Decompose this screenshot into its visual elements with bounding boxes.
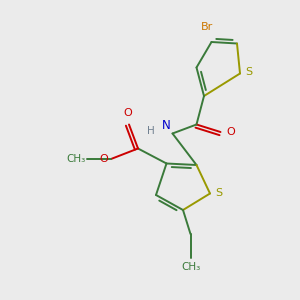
Text: N: N xyxy=(162,119,171,132)
Text: O: O xyxy=(99,154,108,164)
Text: Br: Br xyxy=(201,22,213,32)
Text: CH₃: CH₃ xyxy=(181,262,200,272)
Text: S: S xyxy=(245,67,253,77)
Text: CH₃: CH₃ xyxy=(66,154,85,164)
Text: O: O xyxy=(226,127,235,137)
Text: H: H xyxy=(147,125,154,136)
Text: S: S xyxy=(215,188,223,199)
Text: O: O xyxy=(123,109,132,118)
